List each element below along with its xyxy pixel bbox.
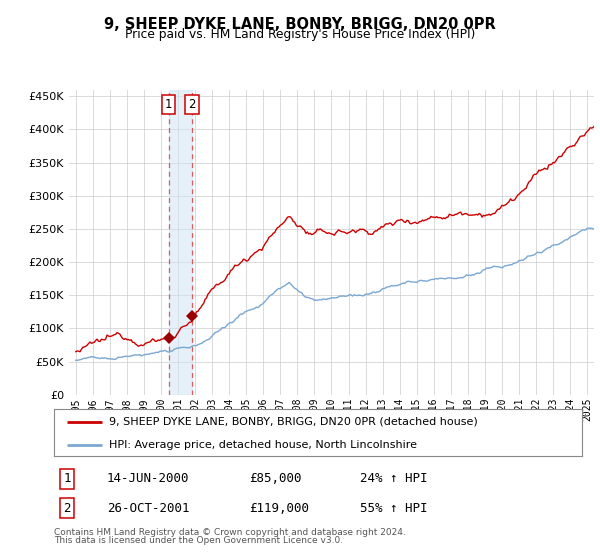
Text: 1: 1 (64, 472, 71, 485)
Text: Price paid vs. HM Land Registry's House Price Index (HPI): Price paid vs. HM Land Registry's House … (125, 28, 475, 41)
Text: 55% ↑ HPI: 55% ↑ HPI (360, 502, 428, 515)
Text: Contains HM Land Registry data © Crown copyright and database right 2024.: Contains HM Land Registry data © Crown c… (54, 528, 406, 536)
Text: £119,000: £119,000 (250, 502, 310, 515)
Text: 26-OCT-2001: 26-OCT-2001 (107, 502, 190, 515)
Bar (169, 90, 192, 395)
Text: This data is licensed under the Open Government Licence v3.0.: This data is licensed under the Open Gov… (54, 536, 343, 545)
Text: 1: 1 (165, 99, 172, 111)
Text: 2: 2 (64, 502, 71, 515)
Text: 2: 2 (188, 99, 196, 111)
Text: HPI: Average price, detached house, North Lincolnshire: HPI: Average price, detached house, Nort… (109, 440, 418, 450)
Text: 9, SHEEP DYKE LANE, BONBY, BRIGG, DN20 0PR (detached house): 9, SHEEP DYKE LANE, BONBY, BRIGG, DN20 0… (109, 417, 478, 427)
Text: 14-JUN-2000: 14-JUN-2000 (107, 472, 190, 485)
Text: 24% ↑ HPI: 24% ↑ HPI (360, 472, 428, 485)
Text: 9, SHEEP DYKE LANE, BONBY, BRIGG, DN20 0PR: 9, SHEEP DYKE LANE, BONBY, BRIGG, DN20 0… (104, 17, 496, 32)
Text: £85,000: £85,000 (250, 472, 302, 485)
